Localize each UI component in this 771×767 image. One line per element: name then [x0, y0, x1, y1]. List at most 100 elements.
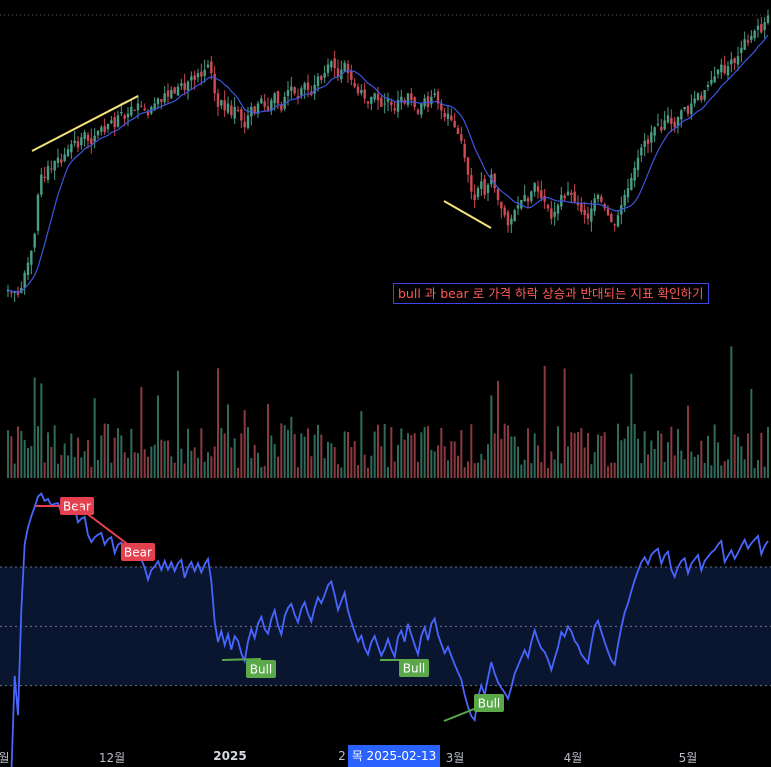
candle-body — [633, 167, 636, 181]
candle-body — [86, 134, 90, 141]
volume-bar — [107, 423, 109, 478]
volume-bar — [160, 439, 163, 478]
volume-bar — [737, 436, 739, 478]
candle-body — [46, 166, 50, 180]
price-panel[interactable] — [0, 9, 771, 302]
annotation-note: bull 과 bear 로 가격 하락 상승과 반대되는 지표 확인하기 — [393, 283, 709, 304]
candle-body — [160, 99, 163, 102]
candle-body — [390, 101, 393, 106]
volume-bar — [477, 462, 479, 478]
volume-bar — [10, 436, 13, 478]
candle-body — [756, 25, 760, 30]
volume-bar — [623, 438, 626, 478]
volume-bar — [150, 446, 153, 478]
volume-bar — [240, 433, 243, 478]
volume-bar — [720, 465, 723, 478]
volume-bar — [253, 445, 256, 478]
volume-bar — [267, 403, 269, 478]
volume-bar — [663, 461, 666, 478]
volume-bar — [293, 434, 296, 478]
candle-body — [623, 194, 626, 206]
volume-bar — [130, 428, 133, 478]
candle-body — [366, 101, 370, 104]
candle-body — [673, 121, 676, 128]
candle-body — [130, 106, 133, 116]
candle-body — [10, 292, 13, 294]
volume-bar — [310, 456, 313, 478]
candle-body — [90, 138, 93, 145]
candle-body — [280, 105, 283, 111]
volume-bar — [143, 449, 146, 478]
volume-bar — [233, 438, 236, 478]
candle-body — [220, 100, 223, 106]
candle-body — [50, 168, 53, 170]
volume-bar — [593, 452, 596, 478]
candle-body — [613, 224, 616, 226]
candle-body — [163, 93, 166, 103]
candle-body — [703, 90, 706, 100]
volume-bar — [377, 424, 379, 478]
candle-body — [383, 103, 386, 105]
volume-bar — [97, 460, 99, 478]
candle-body — [600, 196, 603, 202]
candle-body — [63, 154, 66, 162]
volume-bar — [617, 423, 619, 478]
candle-body — [153, 103, 156, 111]
volume-bar — [363, 454, 366, 478]
volume-bar — [453, 441, 456, 478]
volume-bar — [703, 462, 706, 478]
volume-bar — [307, 428, 309, 478]
volume-bar — [470, 424, 473, 478]
volume-bar — [17, 426, 19, 478]
volume-bar — [743, 459, 746, 478]
volume-bar — [220, 427, 223, 478]
volume-bar — [127, 457, 129, 478]
volume-bar — [487, 444, 489, 478]
volume-bar — [383, 423, 386, 478]
candle-body — [503, 207, 506, 216]
candle-body — [323, 73, 326, 78]
volume-bar — [217, 368, 219, 478]
volume-bar — [400, 428, 403, 478]
candle-body — [246, 115, 250, 128]
candle-body — [133, 110, 136, 112]
candle-body — [433, 93, 436, 96]
candle-body — [76, 141, 80, 148]
candle-body — [6, 289, 10, 292]
candle-body — [510, 218, 513, 225]
volume-bar — [177, 370, 179, 478]
candle-body — [96, 130, 100, 136]
volume-bar — [333, 447, 336, 478]
candle-body — [93, 135, 96, 142]
candle-body — [493, 173, 496, 189]
volume-bar — [380, 446, 383, 478]
candle-body — [443, 112, 446, 118]
candle-body — [193, 75, 196, 80]
candle-body — [410, 93, 413, 101]
volume-bar — [33, 377, 36, 478]
candle-body — [126, 113, 130, 118]
candle-body — [760, 24, 763, 33]
candle-body — [13, 291, 16, 294]
volume-bar — [650, 440, 653, 478]
volume-bar — [133, 452, 136, 478]
candle-body — [720, 64, 723, 73]
candle-body — [303, 83, 306, 90]
volume-bar — [407, 433, 409, 478]
volume-bar — [57, 463, 59, 478]
volume-bar — [263, 465, 266, 478]
volume-bar — [610, 462, 613, 478]
time-axis-label: 3월 — [445, 751, 465, 765]
volume-bar — [640, 463, 643, 478]
candle-body — [483, 178, 486, 195]
candle-body — [553, 211, 556, 217]
volume-bar — [280, 423, 283, 478]
candle-body — [463, 143, 466, 158]
candle-body — [713, 76, 716, 83]
volume-bar — [570, 432, 573, 478]
candle-body — [203, 69, 206, 77]
volume-bar — [433, 451, 436, 478]
volume-bar — [410, 435, 413, 478]
candle-body — [706, 84, 710, 87]
